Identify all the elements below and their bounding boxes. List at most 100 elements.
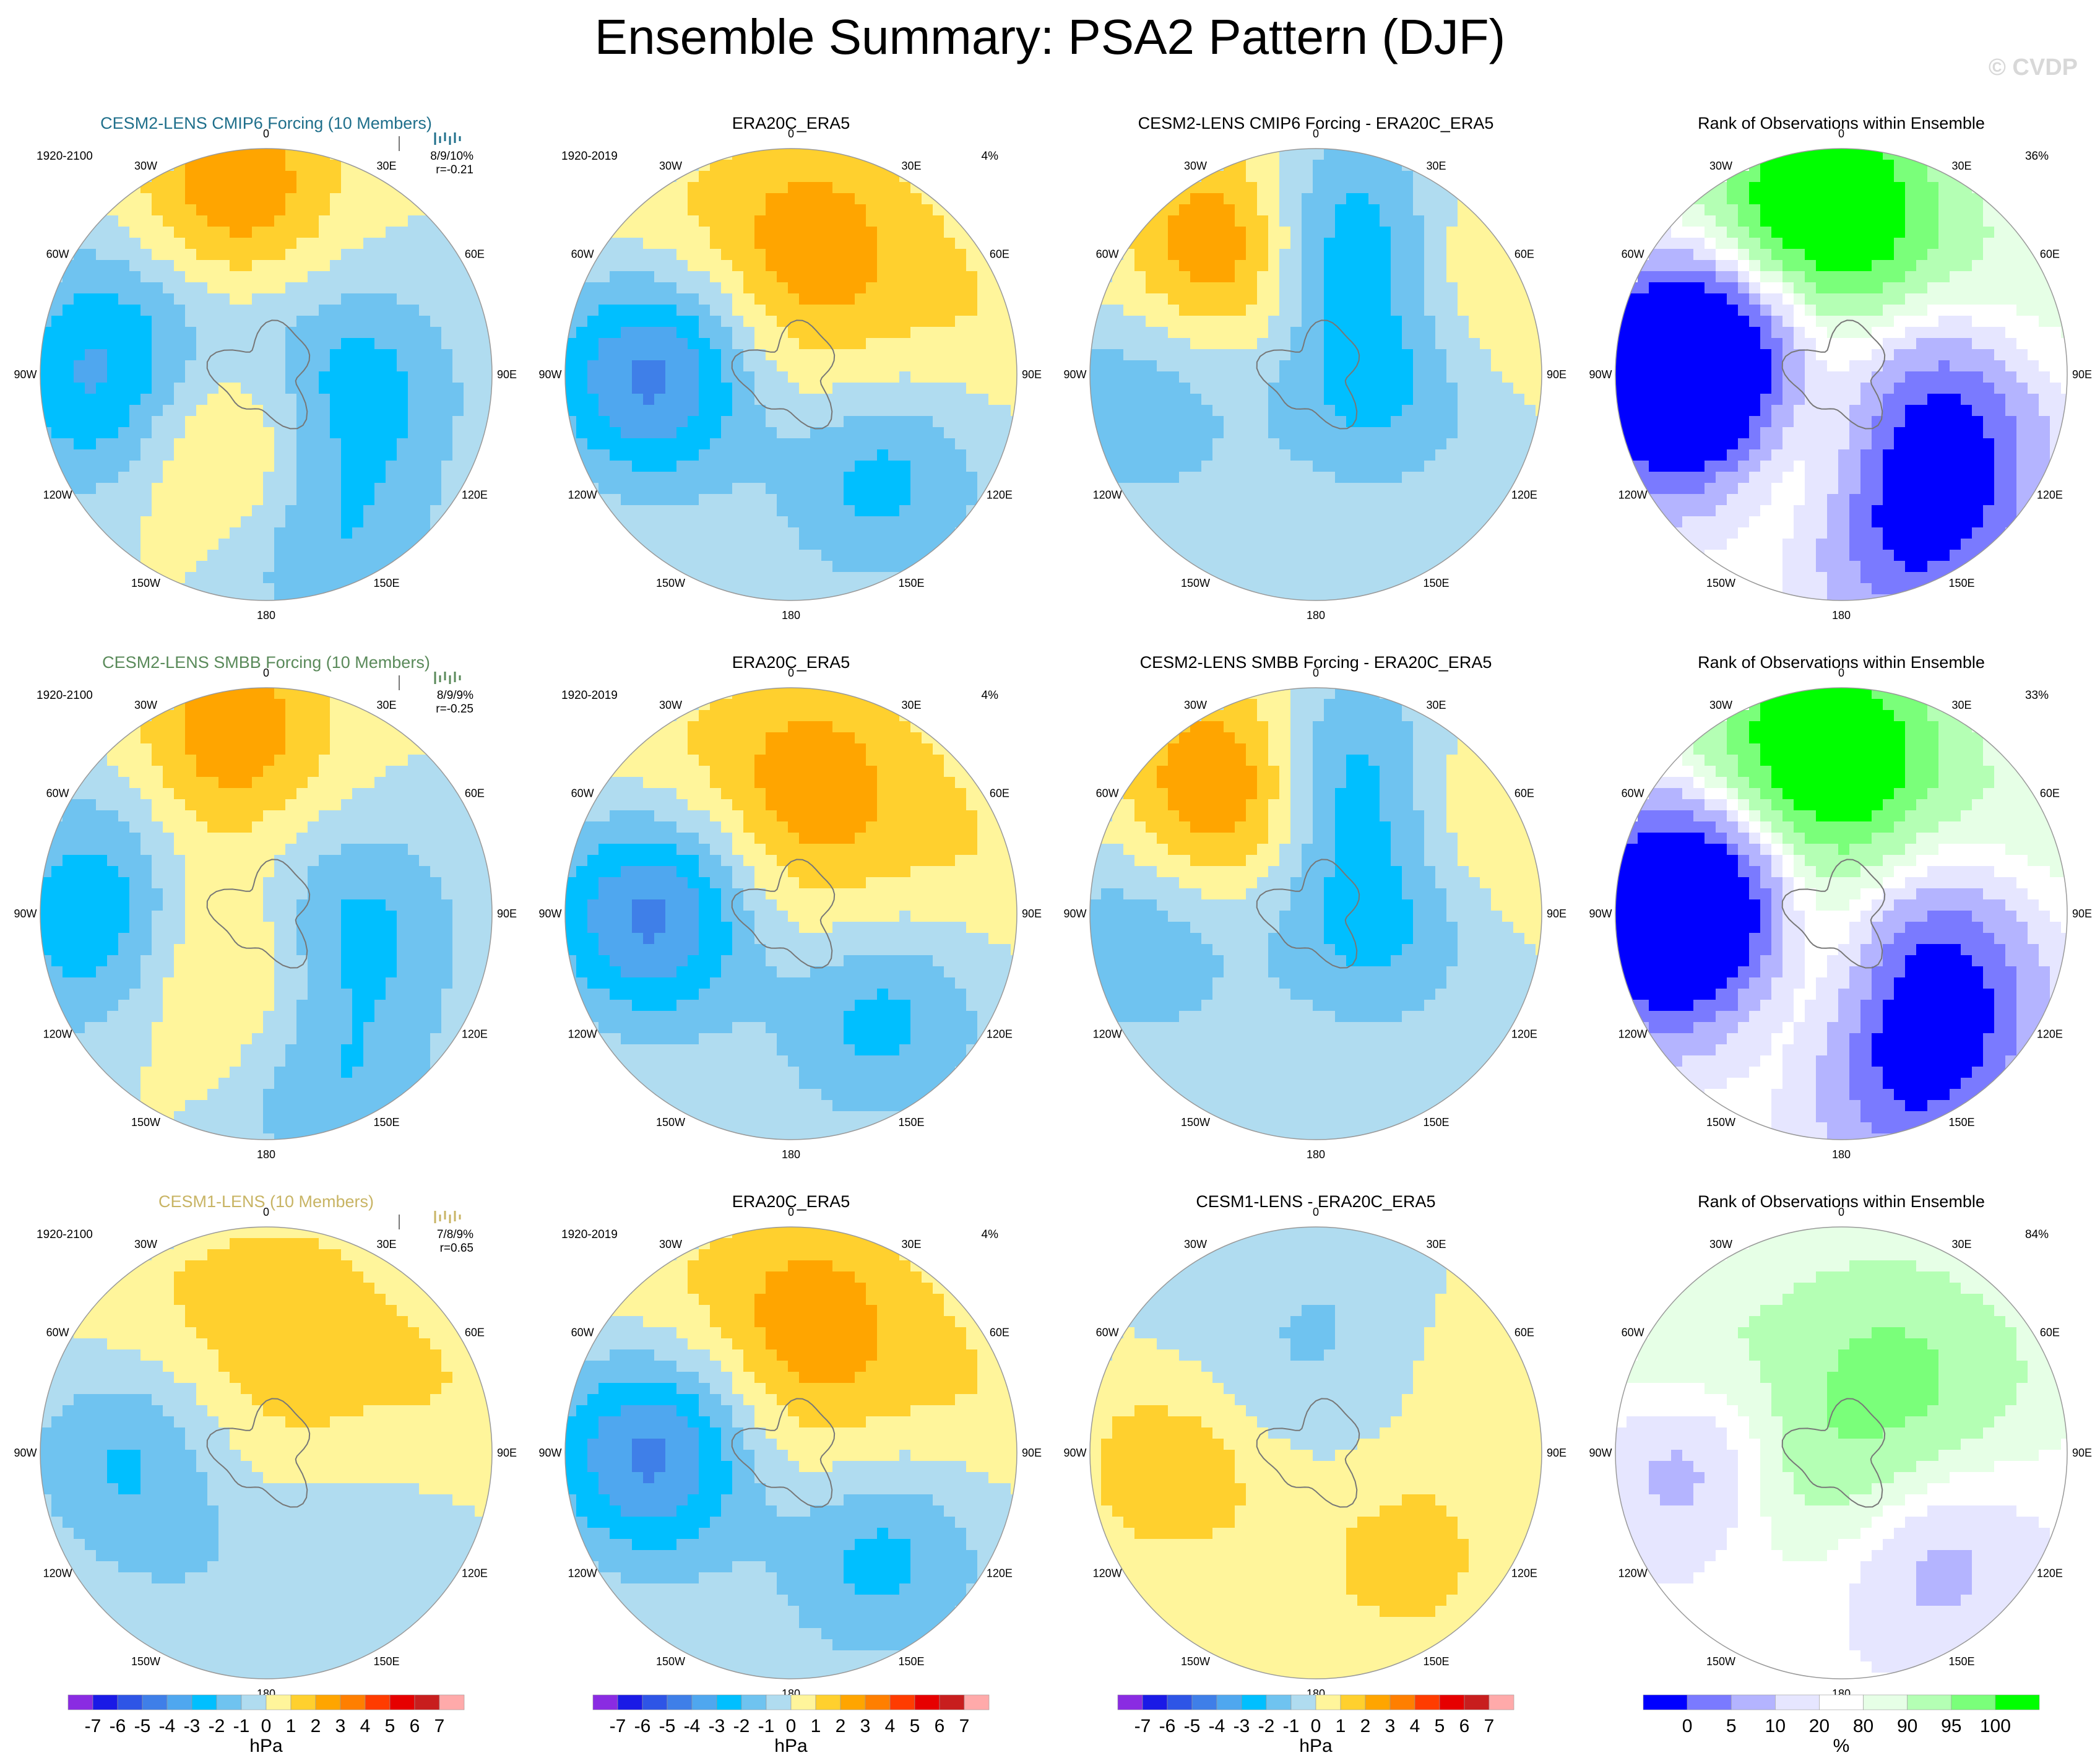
lon-label: 60E — [465, 248, 485, 261]
lon-label: 120E — [987, 1028, 1013, 1041]
colorbar-tick-label: -2 — [733, 1716, 750, 1736]
lon-label: 30W — [1184, 1238, 1207, 1250]
colorbar-tick-label: -3 — [709, 1716, 725, 1736]
lon-label: 60E — [1515, 787, 1534, 800]
lon-label: 180 — [257, 609, 275, 622]
colorbar-swatch — [290, 1694, 316, 1710]
colorbar-tick-label: 2 — [1360, 1716, 1371, 1736]
lon-label: 150E — [1423, 577, 1449, 589]
lon-label: 90W — [14, 1447, 37, 1459]
lon-label: 60E — [2040, 1327, 2060, 1339]
colorbar-swatch — [1315, 1694, 1341, 1710]
map-border — [564, 687, 1018, 1140]
colorbar-swatch — [1775, 1694, 1820, 1710]
lon-label: 60W — [1096, 1327, 1119, 1339]
lon-label: 30W — [134, 160, 157, 172]
panel-title: ERA20C_ERA5 — [732, 1192, 850, 1211]
lon-label: 120W — [43, 1567, 72, 1580]
lon-label: 60E — [2040, 248, 2060, 261]
colorbar-swatch — [315, 1694, 341, 1710]
map-border — [1615, 687, 2068, 1140]
lon-label: 120E — [2037, 489, 2063, 501]
colorbar-tick-label: 0 — [1682, 1716, 1693, 1736]
colorbar-tick-label: 80 — [1853, 1716, 1873, 1736]
lon-label: 60W — [1622, 787, 1644, 800]
lon-label: 120E — [1511, 1028, 1537, 1041]
panel-r2-c0: 030E60E90E120E150E180150W120W90W60W30WCE… — [14, 1192, 517, 1700]
lon-label: 120E — [1511, 489, 1537, 501]
lon-label: 60E — [2040, 787, 2060, 800]
colorbar-tick-label: 1 — [811, 1716, 821, 1736]
colorbar-swatch — [1167, 1694, 1193, 1710]
map-border — [40, 1226, 493, 1679]
colorbar-swatch — [815, 1694, 841, 1710]
period-label: 1920-2100 — [37, 1228, 93, 1241]
colorbar-swatch — [67, 1694, 93, 1710]
colorbar-swatch — [766, 1694, 792, 1710]
lon-label: 90E — [497, 368, 517, 381]
lon-label: 0 — [1313, 128, 1319, 140]
colorbar-swatch — [1191, 1694, 1217, 1710]
lon-label: 90E — [1547, 1447, 1566, 1459]
cvdp-watermark: © CVDP — [1988, 54, 2078, 80]
lon-label: 0 — [1313, 1206, 1319, 1218]
lon-label: 120W — [1618, 1567, 1648, 1580]
lon-label: 30W — [659, 1238, 682, 1250]
colorbar-swatch — [1907, 1694, 1952, 1710]
lon-label: 0 — [1838, 667, 1844, 679]
lon-label: 90W — [538, 368, 561, 381]
lon-label: 120W — [43, 489, 72, 501]
colorbar-swatch — [642, 1694, 668, 1710]
colorbar-tick-label: -6 — [1159, 1716, 1176, 1736]
lon-label: 150E — [898, 577, 924, 589]
colorbar-tick-label: -5 — [1184, 1716, 1201, 1736]
lon-label: 150W — [1181, 1655, 1210, 1668]
lon-label: 180 — [1832, 609, 1851, 622]
lon-label: 60W — [1622, 1327, 1644, 1339]
lon-label: 150W — [656, 577, 685, 589]
colorbar-tick-label: 5 — [1726, 1716, 1737, 1736]
lon-label: 90E — [1547, 368, 1566, 381]
colorbar-tick-label: -3 — [184, 1716, 201, 1736]
lon-label: 150W — [1181, 577, 1210, 589]
correlation-label: r=-0.25 — [436, 703, 473, 716]
colorbar-tick-label: 3 — [335, 1716, 346, 1736]
percent-label: 8/9/10% — [430, 150, 473, 163]
colorbar-swatch — [939, 1694, 965, 1710]
colorbar-tick-label: 2 — [311, 1716, 321, 1736]
lon-label: 60W — [571, 1327, 594, 1339]
lon-label: 0 — [788, 667, 794, 679]
lon-label: 120W — [568, 1567, 597, 1580]
lon-label: 60W — [1622, 248, 1644, 261]
ensemble-spread-sparkline — [399, 132, 461, 151]
field-map — [1615, 149, 2067, 600]
colorbar-tick-label: -6 — [110, 1716, 126, 1736]
map-border — [40, 687, 493, 1140]
lon-label: 60E — [1515, 248, 1534, 261]
period-label: 1920-2019 — [561, 1228, 618, 1241]
lon-label: 90E — [1022, 368, 1042, 381]
colorbar-tick-label: -2 — [1258, 1716, 1275, 1736]
map-border — [1615, 148, 2068, 601]
colorbar-tick-label: -7 — [1134, 1716, 1151, 1736]
colorbar-swatch — [1643, 1694, 1688, 1710]
lon-label: 120E — [987, 489, 1013, 501]
colorbar-swatch — [889, 1694, 915, 1710]
lon-label: 30E — [1951, 160, 1971, 172]
colorbar-swatch — [1464, 1694, 1490, 1710]
percent-label: 8/9/9% — [437, 689, 473, 702]
colorbar-tick-label: 1 — [1336, 1716, 1346, 1736]
lon-label: 0 — [1313, 667, 1319, 679]
lon-label: 150W — [131, 577, 160, 589]
colorbar-swatch — [92, 1694, 118, 1710]
lon-label: 120W — [1618, 489, 1648, 501]
lon-label: 180 — [1307, 609, 1325, 622]
colorbar-tick-label: -6 — [634, 1716, 651, 1736]
colorbar-swatch — [216, 1694, 242, 1710]
lon-label: 0 — [263, 667, 269, 679]
lon-label: 60E — [1515, 1327, 1534, 1339]
correlation-label: r=-0.21 — [436, 163, 473, 176]
lon-label: 120W — [1093, 1028, 1122, 1041]
colorbar-swatch — [340, 1694, 366, 1710]
lon-label: 120W — [1093, 489, 1122, 501]
